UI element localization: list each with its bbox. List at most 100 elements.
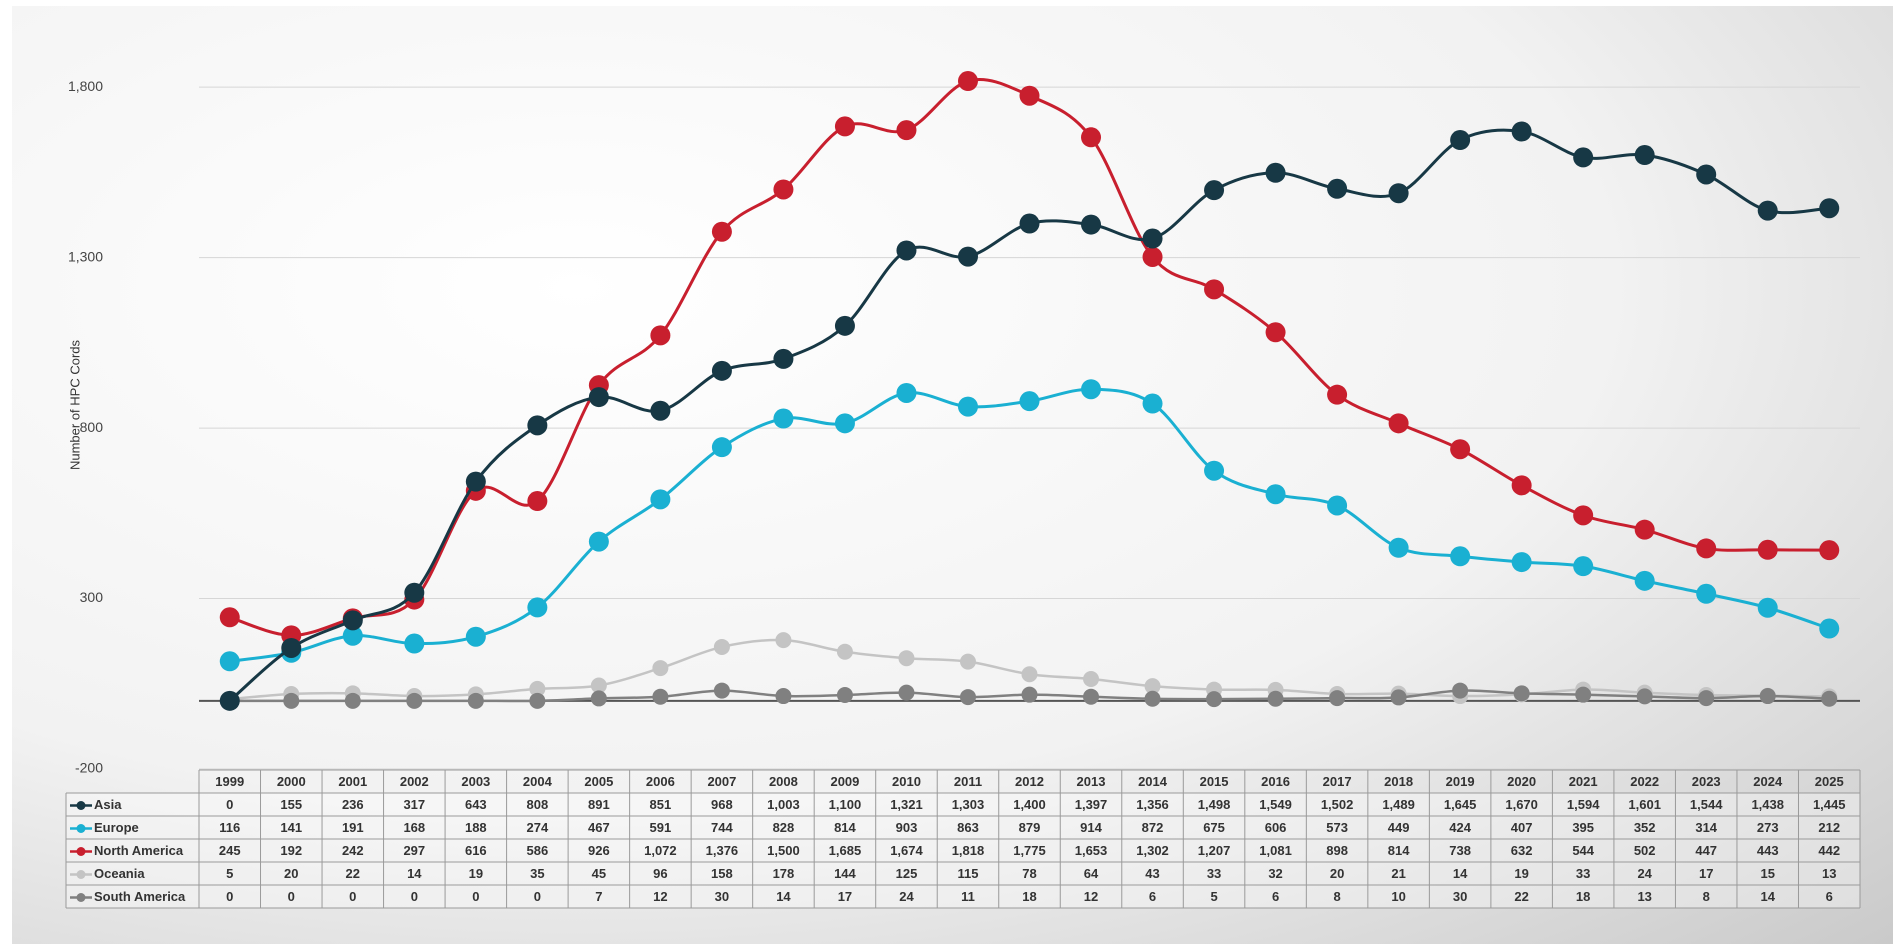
data-label: 1,081 (1259, 843, 1292, 858)
data-label: 6 (1272, 889, 1279, 904)
data-label: 0 (349, 889, 356, 904)
data-point (896, 382, 917, 403)
data-label: 443 (1757, 843, 1779, 858)
data-label: 317 (403, 797, 425, 812)
data-label: 6 (1149, 889, 1156, 904)
data-label: 903 (896, 820, 918, 835)
data-point (773, 348, 794, 369)
data-label: 8 (1333, 889, 1340, 904)
data-point (1021, 666, 1038, 683)
data-point (1819, 198, 1840, 219)
data-point (1452, 682, 1469, 699)
legend-marker (76, 824, 86, 833)
data-label: 1,594 (1567, 797, 1600, 812)
data-point (1204, 279, 1225, 300)
data-point (652, 660, 669, 677)
data-point (344, 692, 361, 709)
data-label: 13 (1637, 889, 1651, 904)
data-point (467, 692, 484, 709)
data-label: 968 (711, 797, 733, 812)
legend-marker (76, 893, 86, 902)
data-label: 1,445 (1813, 797, 1846, 812)
data-label: 1,601 (1628, 797, 1661, 812)
data-point (404, 633, 425, 654)
data-point (1573, 505, 1594, 526)
data-label: 5 (226, 866, 233, 881)
data-label: 407 (1511, 820, 1533, 835)
data-label: 828 (773, 820, 795, 835)
data-point (959, 689, 976, 706)
data-point (1265, 322, 1286, 343)
y-tick-label: 800 (80, 419, 104, 435)
data-label: 5 (1210, 889, 1217, 904)
x-tick-label: 2014 (1138, 774, 1168, 789)
y-tick-label: -200 (75, 760, 103, 776)
data-label: 1,653 (1075, 843, 1108, 858)
data-label: 125 (896, 866, 918, 881)
data-label: 1,502 (1321, 797, 1354, 812)
data-label: 14 (407, 866, 422, 881)
y-tick-label: 300 (80, 589, 104, 605)
data-label: 0 (411, 889, 418, 904)
data-label: 1,775 (1013, 843, 1046, 858)
data-label: 1,544 (1690, 797, 1723, 812)
data-label: 606 (1265, 820, 1287, 835)
data-label: 914 (1080, 820, 1102, 835)
data-label: 1,438 (1751, 797, 1784, 812)
data-label: 1,397 (1075, 797, 1108, 812)
data-point (1450, 546, 1471, 567)
data-point (1757, 200, 1778, 221)
data-point (1511, 475, 1532, 496)
data-point (1081, 214, 1102, 235)
data-label: 0 (226, 797, 233, 812)
data-point (713, 682, 730, 699)
x-tick-label: 2013 (1077, 774, 1106, 789)
data-point (650, 489, 671, 510)
x-tick-label: 2005 (584, 774, 613, 789)
data-label: 442 (1818, 843, 1840, 858)
x-tick-label: 2008 (769, 774, 798, 789)
data-point (1819, 540, 1840, 561)
data-point (527, 597, 548, 618)
data-label: 544 (1572, 843, 1594, 858)
data-label: 24 (1637, 866, 1652, 881)
data-point (1450, 130, 1471, 151)
data-label: 7 (595, 889, 602, 904)
data-label: 632 (1511, 843, 1533, 858)
data-point (1511, 121, 1532, 142)
data-label: 158 (711, 866, 733, 881)
data-label: 141 (280, 820, 302, 835)
data-point (1696, 164, 1717, 185)
data-label: 573 (1326, 820, 1348, 835)
legend-marker (76, 801, 86, 810)
data-point (957, 246, 978, 267)
data-label: 447 (1695, 843, 1717, 858)
data-label: 168 (403, 820, 425, 835)
data-label: 926 (588, 843, 610, 858)
data-label: 467 (588, 820, 610, 835)
x-tick-label: 2020 (1507, 774, 1536, 789)
data-point (1634, 570, 1655, 591)
data-label: 1,549 (1259, 797, 1292, 812)
data-label: 188 (465, 820, 487, 835)
data-label: 586 (527, 843, 549, 858)
legend-label: Oceania (94, 866, 145, 881)
data-label: 0 (534, 889, 541, 904)
data-point (775, 688, 792, 705)
data-point (1511, 552, 1532, 573)
x-tick-label: 2015 (1200, 774, 1229, 789)
data-label: 22 (1514, 889, 1528, 904)
x-tick-label: 2016 (1261, 774, 1290, 789)
data-point (404, 582, 425, 603)
data-label: 20 (284, 866, 298, 881)
data-point (1083, 688, 1100, 705)
data-label: 616 (465, 843, 487, 858)
legend-label: Asia (94, 797, 122, 812)
x-tick-label: 1999 (215, 774, 244, 789)
data-label: 675 (1203, 820, 1225, 835)
data-label: 144 (834, 866, 856, 881)
x-tick-label: 2010 (892, 774, 921, 789)
data-point (1267, 690, 1284, 707)
data-point (1083, 671, 1100, 687)
data-point (1698, 690, 1715, 707)
